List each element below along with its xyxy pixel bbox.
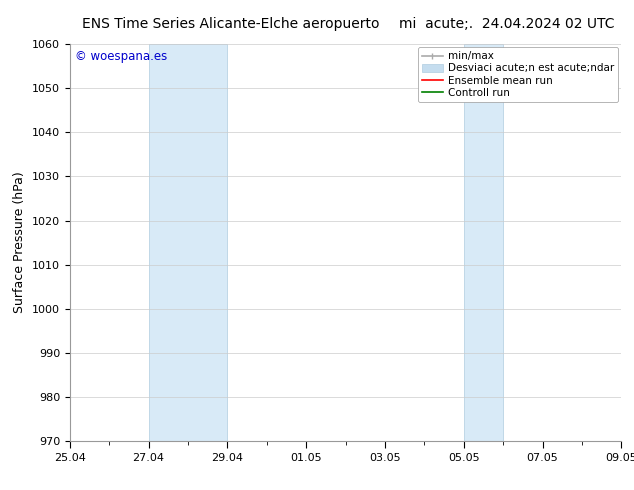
Text: mi  acute;.  24.04.2024 02 UTC: mi acute;. 24.04.2024 02 UTC — [399, 17, 615, 31]
Bar — [463, 44, 503, 441]
Text: © woespana.es: © woespana.es — [75, 50, 167, 63]
Legend: min/max, Desviaci acute;n est acute;ndar, Ensemble mean run, Controll run: min/max, Desviaci acute;n est acute;ndar… — [418, 47, 618, 102]
Text: ENS Time Series Alicante-Elche aeropuerto: ENS Time Series Alicante-Elche aeropuert… — [82, 17, 380, 31]
Bar — [148, 44, 228, 441]
Y-axis label: Surface Pressure (hPa): Surface Pressure (hPa) — [13, 172, 27, 314]
